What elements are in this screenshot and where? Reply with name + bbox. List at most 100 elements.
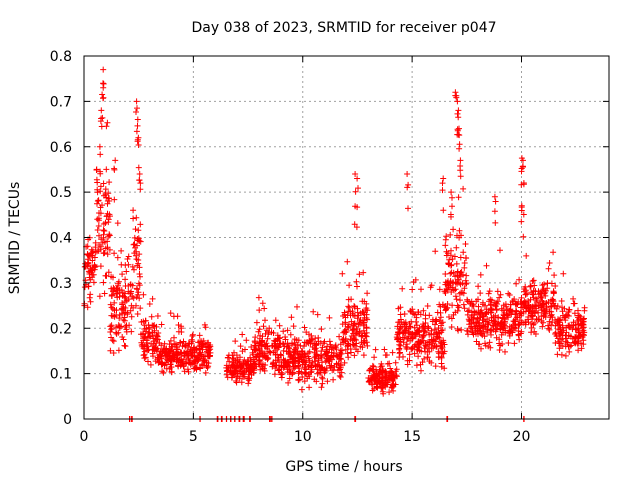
data-point <box>438 354 445 361</box>
data-point <box>382 372 389 379</box>
data-point <box>244 375 251 382</box>
data-point <box>341 359 348 366</box>
data-point <box>99 202 105 209</box>
data-point <box>158 353 165 360</box>
data-point <box>496 294 503 301</box>
data-point <box>477 271 484 278</box>
data-point <box>527 282 534 289</box>
data-point <box>497 325 504 332</box>
data-point <box>492 198 499 205</box>
data-point <box>321 338 328 345</box>
data-point <box>347 346 354 352</box>
data-point <box>502 301 509 308</box>
data-point <box>420 337 427 344</box>
data-point <box>119 300 126 306</box>
data-point <box>389 349 396 356</box>
data-point <box>272 337 279 344</box>
data-point <box>545 325 552 332</box>
data-point <box>355 185 361 192</box>
data-point <box>497 342 504 349</box>
data-point <box>289 371 296 378</box>
data-point <box>353 326 360 332</box>
data-point <box>230 371 237 378</box>
data-point <box>89 257 96 264</box>
data-point <box>436 350 442 357</box>
data-point <box>428 345 435 352</box>
data-point <box>223 367 230 374</box>
data-point <box>154 313 161 319</box>
data-point <box>452 279 459 286</box>
data-point <box>133 109 139 115</box>
data-point <box>123 268 130 275</box>
data-point <box>580 321 587 328</box>
data-point <box>106 231 113 238</box>
data-point <box>136 177 143 183</box>
data-point <box>497 291 504 298</box>
data-point <box>135 289 142 296</box>
data-point <box>389 369 396 376</box>
y-tick-label: 0.4 <box>50 231 72 247</box>
data-point <box>133 98 140 105</box>
data-point <box>364 307 371 314</box>
data-point <box>372 346 379 353</box>
data-point <box>346 282 353 289</box>
data-point <box>137 273 143 280</box>
data-point <box>482 302 488 309</box>
data-point <box>237 343 244 350</box>
data-point <box>484 316 491 322</box>
data-point <box>178 349 185 356</box>
data-point <box>470 303 477 309</box>
data-point <box>265 331 272 338</box>
data-point <box>454 232 460 239</box>
data-point <box>98 115 105 122</box>
data-point <box>377 368 384 375</box>
data-point <box>313 341 320 348</box>
data-point <box>368 376 375 383</box>
data-point <box>239 348 246 355</box>
data-point <box>448 269 455 276</box>
data-point <box>498 331 505 338</box>
data-point <box>134 105 140 112</box>
data-point <box>149 322 156 329</box>
x-tick-label: 0 <box>80 429 89 445</box>
data-point <box>511 296 518 303</box>
data-point <box>306 384 313 391</box>
data-point <box>277 334 283 341</box>
data-point <box>104 251 111 258</box>
data-point <box>440 175 447 182</box>
data-point <box>465 331 471 338</box>
data-point <box>464 327 470 334</box>
data-point <box>468 323 475 330</box>
data-point <box>134 242 140 249</box>
data-point <box>354 175 361 182</box>
data-point <box>262 317 268 324</box>
data-point <box>569 326 576 333</box>
data-point <box>319 380 326 387</box>
data-point <box>264 335 271 342</box>
data-point <box>457 167 464 174</box>
data-point <box>197 365 204 372</box>
data-point <box>331 350 337 357</box>
data-point <box>409 286 416 293</box>
data-point <box>406 329 413 336</box>
data-point <box>137 180 144 187</box>
data-point <box>545 265 552 272</box>
data-point <box>552 317 558 323</box>
data-point <box>422 342 429 349</box>
data-point <box>471 311 478 318</box>
data-point <box>136 282 143 289</box>
data-point <box>566 322 573 329</box>
data-point <box>130 207 137 214</box>
data-point <box>454 326 461 332</box>
data-point <box>455 194 462 201</box>
data-point <box>339 347 345 354</box>
data-point <box>270 359 277 366</box>
data-point <box>99 114 106 121</box>
y-tick-label: 0.8 <box>50 49 72 65</box>
data-point <box>312 335 319 342</box>
data-point <box>332 343 339 350</box>
data-point <box>451 287 457 294</box>
data-point <box>428 282 435 289</box>
data-point <box>432 338 439 345</box>
data-point <box>453 244 460 251</box>
